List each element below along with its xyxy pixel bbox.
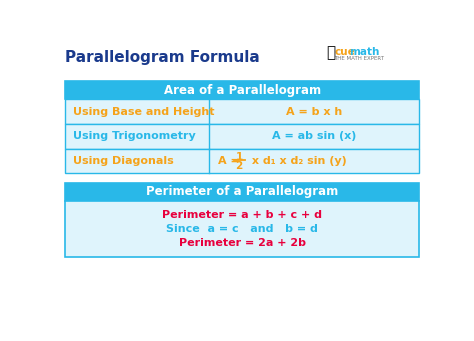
Text: Area of a Parallelogram: Area of a Parallelogram — [164, 84, 321, 97]
Text: Using Diagonals: Using Diagonals — [73, 156, 174, 166]
Text: Parallelogram Formula: Parallelogram Formula — [65, 50, 260, 65]
Text: cue: cue — [334, 47, 355, 57]
Text: A = ab sin (x): A = ab sin (x) — [272, 131, 356, 142]
Text: 1: 1 — [236, 152, 243, 162]
FancyBboxPatch shape — [65, 182, 419, 201]
FancyBboxPatch shape — [65, 124, 419, 149]
Text: THE MATH EXPERT: THE MATH EXPERT — [334, 56, 384, 61]
Text: Using Base and Height: Using Base and Height — [73, 107, 215, 117]
FancyBboxPatch shape — [65, 149, 419, 173]
FancyBboxPatch shape — [65, 81, 419, 100]
Text: x d₁ x d₂ sin (y): x d₁ x d₂ sin (y) — [247, 156, 346, 166]
Text: Using Trigonometry: Using Trigonometry — [73, 131, 196, 142]
Text: 2: 2 — [236, 161, 243, 170]
FancyBboxPatch shape — [65, 100, 419, 124]
Text: Since  a = c   and   b = d: Since a = c and b = d — [166, 224, 318, 234]
FancyBboxPatch shape — [65, 201, 419, 256]
Text: A =: A = — [218, 156, 244, 166]
Text: Perimeter = 2a + 2b: Perimeter = 2a + 2b — [179, 238, 306, 248]
Text: A = b x h: A = b x h — [286, 107, 342, 117]
Text: math: math — [349, 47, 380, 57]
Text: Perimeter of a Parallelogram: Perimeter of a Parallelogram — [146, 186, 338, 198]
Text: 🚀: 🚀 — [327, 45, 336, 60]
Text: Perimeter = a + b + c + d: Perimeter = a + b + c + d — [162, 210, 322, 220]
